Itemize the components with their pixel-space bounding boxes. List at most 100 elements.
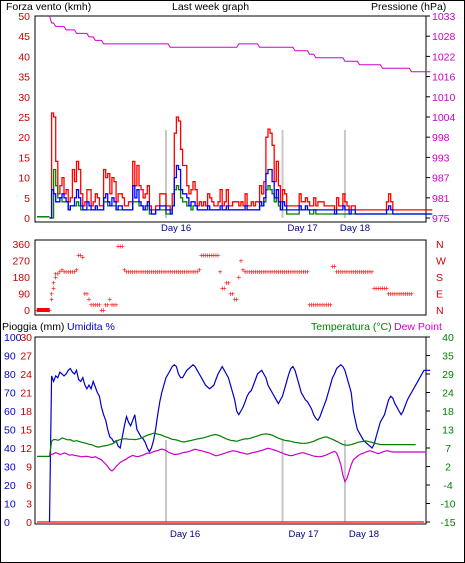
direction-tick-label: 0 — [24, 305, 30, 317]
rain-alt-tick-label: 27 — [20, 351, 32, 363]
climate-panel: Pioggia (mm) Umidita % Temperatura (°C) … — [2, 321, 456, 540]
direction-point: + — [372, 284, 377, 293]
day-marker-label: Day 17 — [289, 529, 319, 540]
direction-point: + — [105, 301, 110, 310]
rain-tick-label: 50 — [4, 425, 16, 437]
direction-point: + — [241, 266, 246, 275]
direction-point: + — [257, 268, 262, 277]
direction-point: + — [162, 268, 167, 277]
direction-point: + — [380, 284, 385, 293]
direction-point: + — [365, 268, 370, 277]
rain-tick-label: 100 — [4, 332, 22, 344]
direction-point: + — [195, 268, 200, 277]
direction-point: + — [145, 268, 150, 277]
direction-point: + — [64, 268, 69, 277]
direction-point: + — [359, 268, 364, 277]
direction-point: + — [378, 284, 383, 293]
direction-point: + — [293, 268, 298, 277]
direction-point: + — [320, 301, 325, 310]
direction-tick-label: 180 — [12, 272, 30, 284]
direction-point: + — [209, 251, 214, 260]
direction-point: + — [120, 242, 125, 251]
direction-point: + — [51, 279, 56, 288]
temp-tick-label: 40 — [442, 332, 454, 344]
direction-point: + — [180, 268, 185, 277]
direction-point: + — [272, 268, 277, 277]
direction-point: + — [35, 306, 40, 315]
direction-point: + — [157, 268, 162, 277]
direction-point: + — [122, 266, 127, 275]
direction-point: + — [130, 268, 135, 277]
wind-tick-label: 0 — [24, 213, 30, 225]
direction-point: + — [297, 268, 302, 277]
direction-point: + — [132, 268, 137, 277]
direction-point: + — [91, 301, 96, 310]
direction-point: + — [363, 268, 368, 277]
compass-tick-label: N — [436, 239, 444, 251]
direction-point: + — [68, 268, 73, 277]
wind-tick-label: 35 — [18, 72, 30, 84]
direction-point: + — [189, 268, 194, 277]
direction-point: + — [353, 268, 358, 277]
direction-point: + — [232, 295, 237, 304]
wind-tick-label: 5 — [24, 193, 30, 205]
direction-point: + — [399, 290, 404, 299]
direction-point: + — [407, 290, 412, 299]
direction-point: + — [99, 306, 104, 315]
direction-point: + — [212, 251, 217, 260]
rain-alt-tick-label: 21 — [20, 388, 32, 400]
rain-alt-tick-label: 24 — [20, 369, 32, 381]
direction-point: + — [147, 268, 152, 277]
direction-point: + — [230, 290, 235, 299]
direction-point: + — [313, 301, 318, 310]
direction-point: + — [164, 268, 169, 277]
wind-pressure-panel: Forza vento (kmh) Last week graph Pressi… — [6, 1, 456, 234]
direction-point: + — [382, 284, 387, 293]
wind-tick-label: 40 — [18, 51, 30, 63]
direction-tick-label: 270 — [12, 256, 30, 268]
rain-alt-tick-label: 6 — [26, 480, 32, 492]
direction-point: + — [166, 268, 171, 277]
direction-point: + — [247, 268, 252, 277]
direction-point: + — [72, 268, 77, 277]
direction-point: + — [203, 251, 208, 260]
direction-point: + — [361, 268, 366, 277]
direction-point: + — [83, 290, 88, 299]
direction-point: + — [259, 268, 264, 277]
direction-point: + — [53, 269, 58, 278]
direction-point: + — [66, 268, 71, 277]
direction-point: + — [239, 257, 244, 266]
direction-point: + — [207, 251, 212, 260]
compass-tick-label: S — [436, 272, 443, 284]
direction-point: + — [191, 268, 196, 277]
direction-point: + — [261, 268, 266, 277]
day-marker-label: Day 18 — [349, 529, 379, 540]
direction-point: + — [112, 301, 117, 310]
direction-point: + — [251, 268, 256, 277]
direction-point: + — [322, 301, 327, 310]
direction-point: + — [124, 268, 129, 277]
direction-point: + — [324, 301, 329, 310]
direction-point: + — [318, 301, 323, 310]
temperature-line — [37, 432, 416, 457]
direction-point: + — [103, 301, 108, 310]
direction-point: + — [62, 268, 67, 277]
pressure-tick-label: 993 — [432, 152, 450, 164]
direction-degrees-axis: 360 270 180 90 0 — [12, 239, 30, 317]
direction-tick-label: 90 — [18, 289, 30, 301]
direction-point: + — [309, 301, 314, 310]
direction-point: + — [264, 268, 269, 277]
direction-point: + — [110, 301, 115, 310]
direction-point: + — [201, 251, 206, 260]
direction-point: + — [128, 268, 133, 277]
direction-point: + — [126, 268, 131, 277]
pressure-line — [49, 15, 431, 73]
rain-tick-label: 30 — [4, 462, 16, 474]
direction-point: + — [49, 295, 54, 304]
rain-tick-label: 90 — [4, 351, 16, 363]
pressure-tick-label: 1022 — [432, 51, 456, 63]
pressure-tick-label: 1016 — [432, 72, 456, 84]
